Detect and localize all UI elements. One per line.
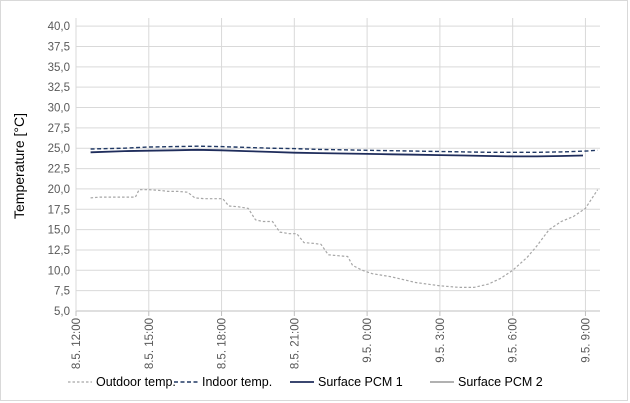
series-line-outdoor-temp [90,189,599,288]
y-tick-label: 5,0 [54,306,70,318]
x-tick-label: 9.5. 9:00 [580,318,592,363]
x-tick-label: 9.5. 3:00 [435,318,447,363]
legend: Outdoor temp. Indoor temp. Surface PCM 1 Su… [68,375,543,389]
y-tick-label: 40,0 [48,21,70,33]
legend-label: Indoor temp. [202,375,272,389]
grid [75,18,600,316]
series-line-surface-pcm-1 [90,148,584,158]
y-axis-title: Temperature [°C] [11,113,27,219]
legend-label: Surface PCM 2 [458,375,543,389]
y-tick-label: 25,0 [48,143,70,155]
x-tick-label: 8.5. 21:00 [289,318,301,369]
y-tick-label: 10,0 [48,265,70,277]
y-tick-label: 15,0 [48,225,70,237]
y-tick-label: 37,5 [48,41,70,53]
x-tick-label: 8.5. 15:00 [144,318,156,369]
series-line-indoor-temp [90,145,598,153]
y-tick-label: 20,0 [48,184,70,196]
legend-label: Outdoor temp. [96,375,176,389]
series-lines [90,145,599,288]
y-tick-label: 27,5 [48,123,70,135]
legend-label: Surface PCM 1 [318,375,403,389]
y-tick-label: 17,5 [48,204,70,216]
x-tick-label: 8.5. 12:00 [71,318,83,369]
y-tick-labels: 5,0 7,5 10,0 12,5 15,0 17,5 20,0 22,5 25,0 27,5 30… [48,21,70,318]
x-tick-labels: 8.5. 12:00 8.5. 15:00 8.5. 18:00 8.5. 21:00… [71,318,592,369]
x-tick-label: 9.5. 6:00 [508,318,520,363]
y-tick-label: 12,5 [48,245,70,257]
y-tick-label: 7,5 [54,286,70,298]
x-tick-label: 9.5. 0:00 [362,318,374,363]
y-tick-label: 32,5 [48,82,70,94]
x-tick-label: 8.5. 18:00 [217,318,229,369]
y-tick-label: 30,0 [48,103,70,115]
y-tick-label: 35,0 [48,62,70,74]
y-tick-label: 22,5 [48,164,70,176]
